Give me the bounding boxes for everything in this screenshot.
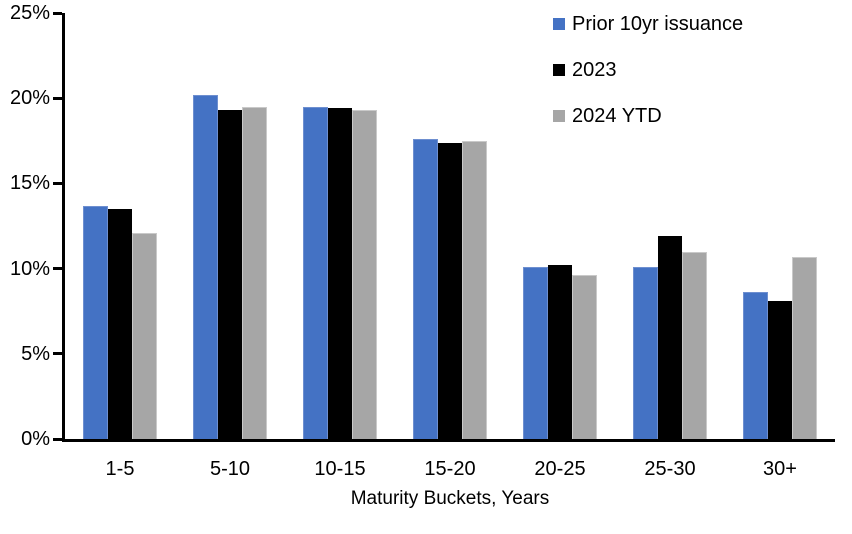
bar-2023-15-20 [437,142,463,439]
bar-group-5-10 [175,94,285,439]
y-tick-label: 10% [9,257,50,280]
bar-2024-ytd-25-30 [682,251,707,439]
x-tick-label-15-20: 15-20 [424,458,476,480]
bar-group-20-25 [505,265,615,439]
y-tick-label: 20% [9,87,50,110]
bar-group-15-20 [395,139,505,439]
bar-prior-10yr-issuance-15-20 [413,139,438,439]
bar-2023-10-15 [327,108,353,439]
y-axis-tick [53,267,62,271]
legend-swatch-icon [553,18,565,30]
bar-group-30+ [725,256,835,439]
bar-group-25-30 [615,236,725,439]
legend-label: 2024 YTD [572,105,662,127]
bar-2023-30+ [767,300,793,439]
bar-prior-10yr-issuance-1-5 [83,205,108,439]
legend-label: 2023 [572,59,617,81]
y-tick-label: 25% [9,2,50,24]
bar-prior-10yr-issuance-10-15 [303,106,328,439]
bar-2023-1-5 [107,208,133,439]
legend-item-2023: 2023 [553,58,617,82]
bar-group-10-15 [285,106,395,439]
bar-2024-ytd-20-25 [572,275,597,439]
legend-item-prior-10yr-issuance: Prior 10yr issuance [553,12,743,36]
bar-group-1-5 [65,205,175,439]
legend-swatch-icon [553,64,565,76]
bar-prior-10yr-issuance-5-10 [193,94,218,439]
bar-prior-10yr-issuance-20-25 [523,266,548,439]
y-tick-label: 15% [9,172,50,195]
y-axis-tick [53,352,62,356]
legend-swatch-icon [553,110,565,122]
bar-prior-10yr-issuance-25-30 [633,266,658,439]
plot-area [62,13,835,442]
y-axis-tick [53,437,62,441]
bar-2023-25-30 [657,236,683,439]
y-axis-tick [53,181,62,185]
bar-2024-ytd-30+ [792,256,817,439]
bar-2024-ytd-15-20 [462,140,487,439]
x-tick-label-30+: 30+ [763,458,797,480]
y-axis-tick [53,96,62,100]
x-axis-title: Maturity Buckets, Years [350,488,550,509]
x-tick-label-25-30: 25-30 [644,458,696,480]
bar-2024-ytd-1-5 [132,232,157,439]
y-tick-label: 0% [21,428,50,450]
x-tick-label-5-10: 5-10 [209,458,251,480]
x-axis-labels: 1-5 5-10 10-15 15-20 20-25 25-30 30+ [65,457,835,481]
legend-item-2024-ytd: 2024 YTD [553,104,662,128]
bar-2024-ytd-10-15 [352,110,377,439]
legend-label: Prior 10yr issuance [572,13,744,35]
bar-2024-ytd-5-10 [242,106,267,439]
bar-prior-10yr-issuance-30+ [743,292,768,439]
bar-2023-5-10 [217,110,243,439]
x-tick-label-20-25: 20-25 [534,458,586,480]
y-axis-tick [53,11,62,15]
x-tick-label-10-15: 10-15 [314,458,366,480]
x-tick-label-1-5: 1-5 [105,458,135,480]
bar-2023-20-25 [547,265,573,439]
y-tick-label: 5% [21,342,50,365]
